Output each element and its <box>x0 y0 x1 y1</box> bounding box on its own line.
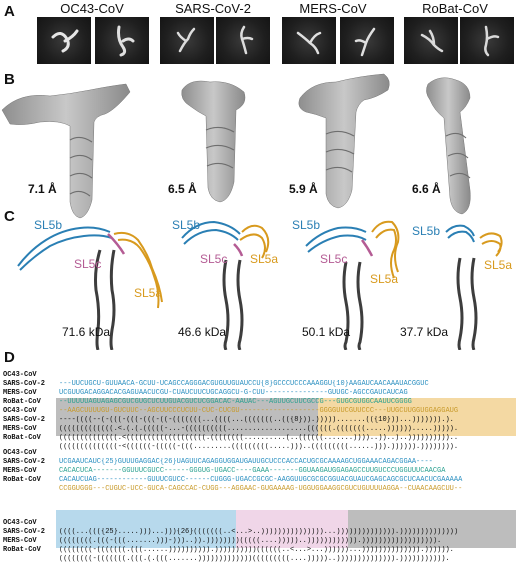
secondary-structure: ((((((((((((((-<((((((-(((((-(((........… <box>59 443 459 451</box>
sequence-name: RoBat-CoV <box>3 476 41 484</box>
alignment-shade-stem-1 <box>56 398 318 436</box>
sequence-name: SARS-CoV-2 <box>3 416 46 424</box>
secondary-structure: ((((...((({25}.....)))...))){26}(((((((.… <box>59 528 459 536</box>
secondary-structure: ((((((((-(((((((.(((.(.(((.......)))))))… <box>59 555 450 563</box>
sequence: CCGGUGGG---CUGUC-UCC-GUCA-CAGCCAC-CUGG--… <box>59 485 463 493</box>
alignment-shade-stem-2 <box>348 510 516 548</box>
sequence-name: MERS-CoV <box>3 537 37 545</box>
alignment-row: MERS-CoV --UUUUUAGUAGAGCGUCGUGCUCUUGUACG… <box>3 380 412 406</box>
model-sars <box>181 220 270 350</box>
secondary-structure: ((((((((.(((-(((.......)))-)))..)).)))))… <box>59 537 442 545</box>
sequence: CACACUCA-------GGUUUCGUCC------GGGUG-UGA… <box>59 467 446 475</box>
alignment-row: OC43-CoV ---UUCUGCU-GUUAACA-GCUU-UCAGCCA… <box>3 362 429 388</box>
sequence-name: SARS-CoV-2 <box>3 458 46 466</box>
sequence: UCGAAUCAUC{25}GUUUGAGGAC{26}UAGUUCAGAGGU… <box>59 458 433 466</box>
alignment-row: OC43-CoV ((((...((({25}.....)))...))){26… <box>3 510 458 536</box>
secondary-structure: ((((((((-(((((((.(((......)))))))))).)))… <box>59 546 454 554</box>
sl5a-label-mers: SL5a <box>370 272 399 286</box>
secondary-structure: (((((((((((((.<.(.(.(((((-...-((((((((((… <box>59 425 459 433</box>
sequence-name: RoBat-CoV <box>3 434 41 442</box>
sl5b-label-robat: SL5b <box>412 224 441 238</box>
alignment-row: RoBat-CoV CCGGUGGG---CUGUC-UCC-GUCA-CAGC… <box>3 467 462 493</box>
panel-label-a: A <box>4 3 15 20</box>
alignment-row: MERS-CoV ((((((((((((((.<(((((((((((((((… <box>3 416 458 442</box>
sequence: --AAGCUUUUGU-GUCUUC--AGCUUCCCUCUU-CUC-CU… <box>59 407 459 415</box>
sequence-name: MERS-CoV <box>3 425 37 433</box>
micrograph-mers-2 <box>340 17 394 64</box>
sl5a-label-sars: SL5a <box>250 252 279 266</box>
atomic-models <box>17 220 503 350</box>
map-robat <box>426 77 471 215</box>
secondary-structure: ((((((((((((((.<(((((((((((((((((((.((((… <box>59 434 459 442</box>
sl5c-label-sars: SL5c <box>200 252 228 266</box>
alignment-row: SARS-CoV-2 CACACUCA-------GGUUUCGUCC----… <box>3 449 445 475</box>
mass-sars: 46.6 kDa <box>178 325 227 339</box>
micrograph-mers-1 <box>282 17 336 64</box>
virus-label-mers: MERS-CoV <box>299 1 367 16</box>
alignment-row: SARS-CoV-2 ((((((((.(((-(((.......)))-))… <box>3 519 441 545</box>
sequence-name: RoBat-CoV <box>3 398 41 406</box>
sequence-name: OC43-CoV <box>3 449 37 457</box>
mass-robat: 37.7 kDa <box>400 325 449 339</box>
mass-oc43: 71.6 kDa <box>62 325 111 339</box>
sequence: --UUUUUAGUAGAGCGUCGUGCUCUUGUACGUCUCGGACA… <box>59 398 412 406</box>
alignment-shade-sl5c <box>236 510 348 548</box>
model-mers <box>305 220 400 350</box>
alignment-row: RoBat-CoV --AAGCUUUUGU-GUCUUC--AGCUUCCCU… <box>3 389 458 415</box>
alignment-row: OC43-CoV ----((((--(-(((-(((-(((-((-((((… <box>3 398 454 424</box>
alignment-row: SARS-CoV-2 UCGUUGACAGGACACGAGUAACUCGU-CU… <box>3 371 408 397</box>
micrograph-oc43-2 <box>95 17 149 64</box>
sl5a-label-oc43: SL5a <box>134 286 163 300</box>
sequence: CACAUCUAG------------GUUUCGUCC------CUGG… <box>59 476 463 484</box>
sl5c-label-oc43: SL5c <box>74 257 102 271</box>
sequence-name: SARS-CoV-2 <box>3 380 46 388</box>
alignment-row: MERS-CoV ((((((((-(((((((.(((......)))))… <box>3 528 454 554</box>
panel-label-b: B <box>4 71 15 88</box>
virus-label-oc43: OC43-CoV <box>60 1 124 16</box>
resolution-robat: 6.6 Å <box>412 182 441 196</box>
resolution-sars: 6.5 Å <box>168 182 197 196</box>
alignment-row: RoBat-CoV ((((((((-(((((((.(((.(.(((....… <box>3 537 450 563</box>
cryoem-maps <box>1 73 471 219</box>
map-sars <box>181 80 246 203</box>
alignment-row: OC43-CoV UCGAAUCAUC{25}GUUUGAGGAC{26}UAG… <box>3 440 433 466</box>
map-mers <box>298 73 390 209</box>
sequence: ---UUCUGCU-GUUAACA-GCUU-UCAGCCAGGGACGUGU… <box>59 380 429 388</box>
sequence-name: MERS-CoV <box>3 467 37 475</box>
sequence-name: OC43-CoV <box>3 519 37 527</box>
mass-mers: 50.1 kDa <box>302 325 351 339</box>
virus-label-robat: RoBat-CoV <box>422 1 488 16</box>
micrograph-oc43-1 <box>37 17 91 64</box>
sequence: UCGUUGACAGGACACGAGUAACUCGU-CUAUCUUCUGCAG… <box>59 389 408 397</box>
resolution-mers: 5.9 Å <box>289 182 318 196</box>
sequence-name: RoBat-CoV <box>3 546 41 554</box>
micrograph-robat-2 <box>460 17 514 64</box>
micrograph-sars-2 <box>216 17 270 64</box>
alignment-row: RoBat-CoV ((((((((((((((-<((((((-(((((-(… <box>3 425 458 451</box>
sl5a-label-robat: SL5a <box>484 258 513 272</box>
alignment-shade-sl5b <box>56 510 236 548</box>
sequence-name: MERS-CoV <box>3 389 37 397</box>
map-oc43 <box>1 83 131 219</box>
panel-label-c: C <box>4 208 15 225</box>
micrograph-sars-1 <box>160 17 214 64</box>
alignment-row: SARS-CoV-2 (((((((((((((.<.(.(.(((((-...… <box>3 407 458 433</box>
alignment-shade-sl5a <box>318 398 516 436</box>
sequence-name: OC43-CoV <box>3 407 37 415</box>
sl5b-label-mers: SL5b <box>292 218 321 232</box>
micrograph-robat-1 <box>404 17 458 64</box>
sl5c-label-mers: SL5c <box>320 252 348 266</box>
sequence-name: OC43-CoV <box>3 371 37 379</box>
alignment-row: MERS-CoV CACAUCUAG------------GUUUCGUCC-… <box>3 458 462 484</box>
panel-label-d: D <box>4 349 15 366</box>
sl5b-label-sars: SL5b <box>172 218 201 232</box>
virus-label-sars: SARS-CoV-2 <box>175 1 251 16</box>
model-robat <box>445 224 503 350</box>
sequence-name: SARS-CoV-2 <box>3 528 46 536</box>
sl5b-label-oc43: SL5b <box>34 218 63 232</box>
model-oc43 <box>17 226 163 350</box>
secondary-structure: ----((((--(-(((-(((-(((-((-(((((((...(((… <box>59 416 454 424</box>
resolution-oc43: 7.1 Å <box>28 182 57 196</box>
